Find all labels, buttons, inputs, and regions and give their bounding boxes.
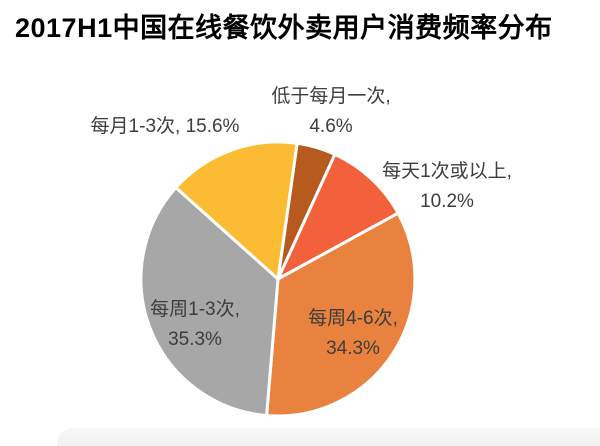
pie-label-less-than-monthly: 低于每月一次, 4.6% <box>221 82 441 142</box>
pie-label-name: 低于每月一次, <box>271 86 391 107</box>
pie-slice-weekly-4-6 <box>265 211 417 418</box>
chart-title: 2017H1中国在线餐饮外卖用户消费频率分布 <box>15 13 553 43</box>
pie-label-value: 34.3% <box>326 338 380 359</box>
pie-label-weekly-1-3: 每周1-3次, 35.3% <box>95 295 295 355</box>
pie-label-daily-or-more: 每天1次或以上, 10.2% <box>332 157 562 217</box>
pie-slice-monthly-1-3 <box>174 140 299 281</box>
pie-label-name: 每天1次或以上, <box>382 161 512 182</box>
pie-label-weekly-4-6: 每周4-6次, 34.3% <box>253 304 453 364</box>
pie-label-name: 每周1-3次, <box>150 299 240 320</box>
pie-label-value: 35.3% <box>168 329 222 350</box>
pie-slice-daily-or-more <box>276 152 400 281</box>
bottom-edge-band <box>57 428 600 446</box>
pie-label-name: 每周4-6次, <box>308 308 398 329</box>
pie-label-name: 每月1-3次, 15.6% <box>90 116 240 137</box>
pie-slice-weekly-1-3 <box>139 186 280 417</box>
pie-label-value: 10.2% <box>420 191 474 212</box>
pie-label-monthly-1-3: 每月1-3次, 15.6% <box>45 112 285 142</box>
pie-label-value: 4.6% <box>309 116 353 137</box>
